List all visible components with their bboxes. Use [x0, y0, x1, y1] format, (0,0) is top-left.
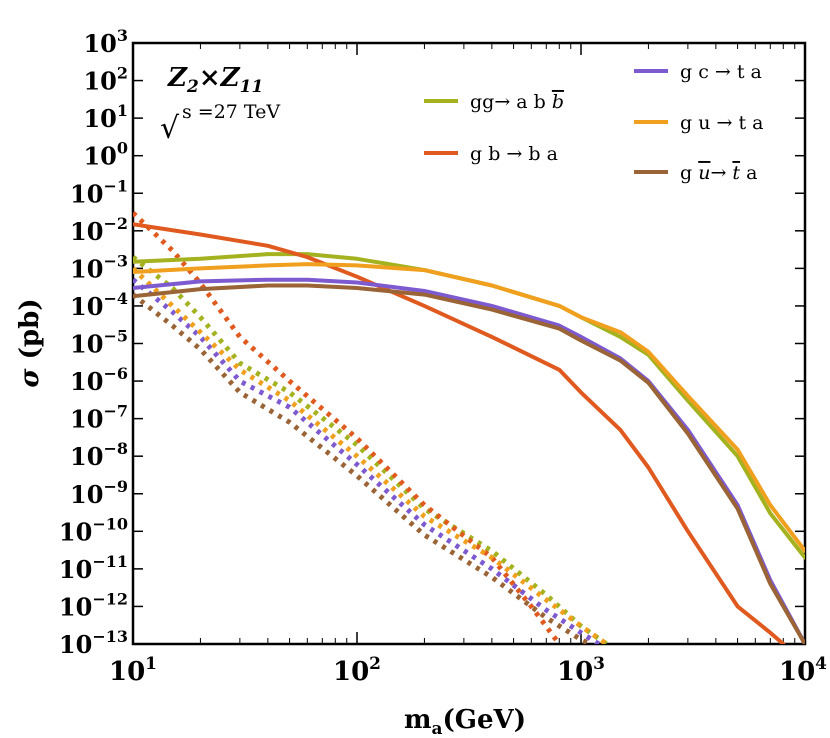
series-solid-1 [133, 222, 786, 644]
model-label: Z2×Z11 [167, 63, 263, 97]
y-tick-label: 10−1 [70, 176, 128, 208]
y-tick-labels: 103 102 101 100 10−1 10−2 10−3 10−4 10−5 10−6 10−7… [59, 26, 128, 659]
y-tick-label: 102 [83, 64, 128, 96]
legend-label-gu: g u → t a [680, 112, 763, 134]
y-tick-label: 10−11 [59, 552, 128, 584]
y-tick-label: 10−8 [70, 439, 128, 471]
y-axis-title: σ (pb) [15, 298, 45, 387]
x-tick-label: 103 [557, 654, 605, 687]
y-tick-label: 10−10 [59, 514, 128, 546]
y-tick-label: 10−7 [70, 402, 128, 434]
x-axis-title: ma(GeV) [404, 705, 526, 738]
x-tick-label: 104 [779, 654, 827, 687]
y-tick-label: 10−2 [70, 214, 128, 246]
y-tick-label: 10−12 [59, 589, 128, 621]
legend-label-gg: gg→ a b b [470, 91, 564, 113]
y-tick-label: 10−6 [70, 364, 128, 396]
y-tick-label: 10−9 [70, 477, 128, 509]
legend-label-gc: g c → t a [680, 61, 762, 83]
series-dotted-1 [133, 211, 562, 644]
legend-label-gubar: g u→ t a [680, 162, 757, 184]
sqrt-symbol: √ [160, 111, 180, 146]
series-solid-3 [133, 262, 805, 553]
y-tick-label: 10−4 [70, 289, 128, 321]
energy-label: s =27 TeV [182, 101, 280, 123]
y-tick-label: 103 [83, 26, 128, 58]
legend: gg→ a b b g b → b a g c → t a g u → t a … [424, 61, 763, 184]
legend-label-gb: g b → b a [470, 143, 558, 165]
series-solid-2 [133, 277, 805, 644]
y-tick-label: 10−3 [70, 251, 128, 283]
series-solid-4 [133, 283, 805, 644]
series-dotted-2 [133, 277, 601, 644]
series-dotted-4 [133, 292, 592, 644]
x-tick-label: 102 [333, 654, 381, 687]
series-dotted-0 [133, 255, 608, 644]
y-tick-label: 10−5 [70, 327, 128, 359]
x-tick-label: 101 [109, 654, 157, 687]
series-layer [133, 211, 805, 644]
axis-ticks [132, 42, 806, 645]
y-tick-label: 100 [83, 139, 128, 171]
y-tick-label: 10−13 [59, 627, 128, 659]
y-tick-label: 101 [83, 101, 128, 133]
series-dotted-3 [133, 266, 608, 644]
x-tick-labels: 101 102 103 104 [109, 654, 827, 687]
